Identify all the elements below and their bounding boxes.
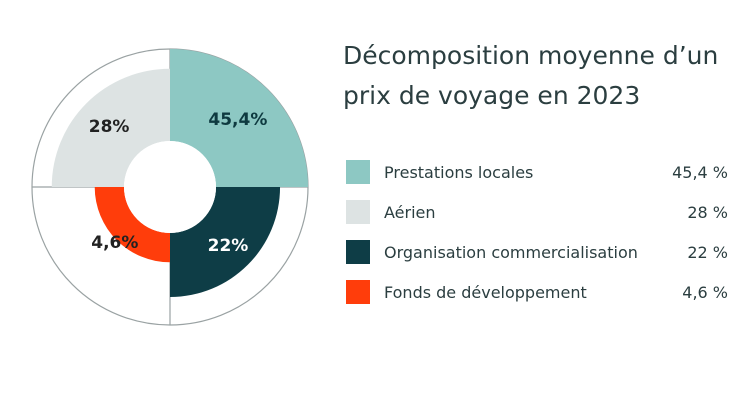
- legend-swatch: [346, 280, 370, 304]
- legend-value: 4,6 %: [682, 282, 728, 302]
- legend-swatch: [346, 240, 370, 264]
- legend-value: 45,4 %: [672, 162, 728, 182]
- data-label-4: 4,6%: [91, 233, 138, 253]
- legend-item-organisation-commercialisation: Organisation commercialisation 22 %: [346, 240, 728, 264]
- data-label-3: 22%: [208, 236, 249, 256]
- legend-label: Organisation commercialisation: [384, 242, 638, 262]
- legend-item-aerien: Aérien 28 %: [346, 200, 728, 224]
- segment-3: [170, 187, 281, 298]
- chart-title: Décomposition moyenne d’un prix de voyag…: [343, 41, 719, 110]
- legend-item-fonds-de-developpement: Fonds de développement 4,6 %: [346, 280, 728, 304]
- legend-swatch: [346, 160, 370, 184]
- legend-swatch: [346, 200, 370, 224]
- legend-value: 28 %: [687, 202, 728, 222]
- legend-item-prestations-locales: Prestations locales 45,4 %: [346, 160, 728, 184]
- segment-1: [170, 49, 308, 187]
- donut-hole: [124, 141, 216, 233]
- data-label-2: 28%: [89, 117, 130, 137]
- legend-label: Fonds de développement: [384, 282, 587, 302]
- legend: Prestations locales 45,4 % Aérien 28 % O…: [346, 160, 728, 320]
- data-label-1: 45,4%: [208, 110, 267, 130]
- legend-label: Aérien: [384, 202, 436, 222]
- legend-value: 22 %: [687, 242, 728, 262]
- segment-4: [94, 187, 170, 263]
- segment-2: [51, 68, 170, 187]
- legend-label: Prestations locales: [384, 162, 534, 182]
- donut-chart: 45,4% 28% 22% 4,6%: [31, 48, 309, 326]
